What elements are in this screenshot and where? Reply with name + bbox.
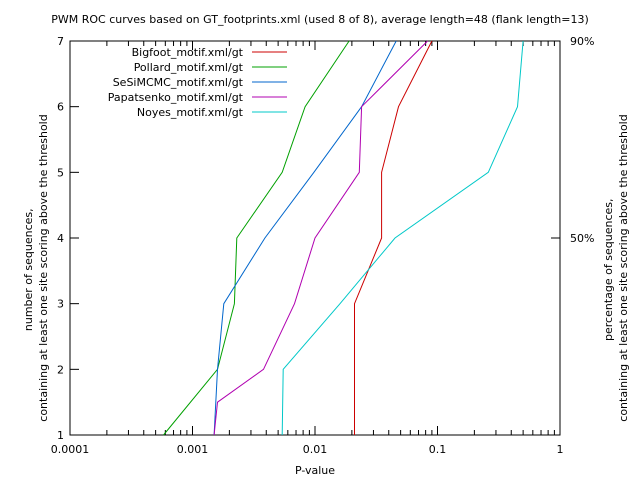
- legend-label: Pollard_motif.xml/gt: [134, 61, 244, 74]
- y-axis-label: number of sequences, containing at least…: [22, 114, 50, 421]
- y-axis-label-line1: number of sequences,: [22, 208, 35, 331]
- legend-label: Bigfoot_motif.xml/gt: [132, 46, 244, 59]
- y2-axis: 50% 90%: [551, 35, 594, 245]
- series-line-bigfoot: [354, 40, 433, 435]
- x-tick-label: 0.001: [177, 443, 209, 456]
- x-tick-label: 0.1: [429, 443, 447, 456]
- y-tick-label: 7: [57, 35, 64, 48]
- x-tick-label: 0.01: [303, 443, 328, 456]
- y-axis: 1 2 3 4 5 6 7: [57, 35, 79, 442]
- x-tick-label: 1: [557, 443, 564, 456]
- y-tick-label: 4: [57, 232, 64, 245]
- legend-label: Papatsenko_motif.xml/gt: [108, 91, 244, 104]
- y2-axis-label-line2: containing at least one site scoring abo…: [617, 114, 630, 421]
- chart-title: PWM ROC curves based on GT_footprints.xm…: [51, 13, 589, 26]
- series-line-noyes: [281, 40, 524, 436]
- y-axis-label-line2: containing at least one site scoring abo…: [37, 114, 50, 421]
- x-axis-label: P-value: [295, 464, 335, 477]
- y-tick-label: 3: [57, 298, 64, 311]
- x-tick-label: 0.0001: [51, 443, 90, 456]
- y2-axis-label-line1: percentage of sequences,: [602, 199, 615, 341]
- y-tick-label: 5: [57, 166, 64, 179]
- y2-tick-label: 50%: [570, 232, 594, 245]
- legend-label: SeSiMCMC_motif.xml/gt: [113, 76, 244, 89]
- y-tick-label: 6: [57, 101, 64, 114]
- y2-axis-label: percentage of sequences, containing at l…: [602, 114, 630, 421]
- legend: Bigfoot_motif.xml/gt Pollard_motif.xml/gt…: [108, 46, 287, 119]
- y-tick-label: 1: [57, 429, 64, 442]
- series-line-papatsenko: [213, 40, 428, 436]
- y2-tick-label: 90%: [570, 35, 594, 48]
- series-lines: [163, 40, 524, 436]
- legend-label: Noyes_motif.xml/gt: [137, 106, 244, 119]
- y-tick-label: 2: [57, 363, 64, 376]
- x-axis: 0.0001 0.001 0.01 0.1 1: [51, 41, 564, 456]
